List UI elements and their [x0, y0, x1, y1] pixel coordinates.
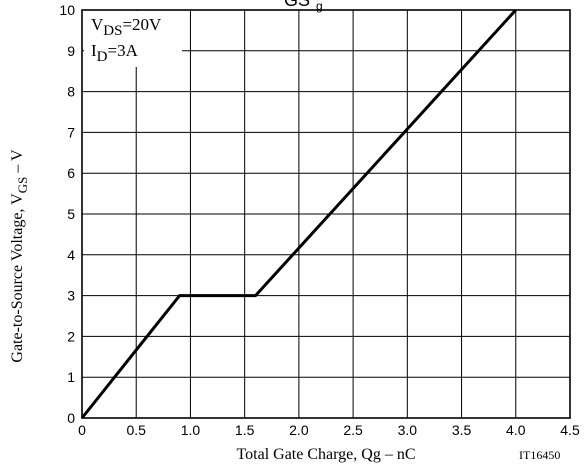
figure-code: IT16450 — [519, 448, 560, 462]
x-tick-label: 0.5 — [126, 422, 146, 438]
grid-lines — [81, 9, 571, 419]
x-tick-label: 4.5 — [560, 422, 580, 438]
x-axis-title: Total Gate Charge, Qg – nC — [237, 446, 416, 463]
series-points — [81, 9, 516, 419]
x-tick-label: 1.0 — [181, 422, 201, 438]
annotation-vds-sub: DS — [103, 23, 122, 39]
y-tick-label: 9 — [67, 43, 75, 59]
x-tick-label: 2.0 — [289, 422, 309, 438]
y-axis-title-tail: – V — [9, 149, 26, 177]
y-tick-label: 2 — [67, 328, 75, 344]
annotation-id: ID=3A — [91, 41, 139, 65]
annotation-box — [84, 11, 182, 67]
y-tick-label: 0 — [67, 410, 75, 426]
x-tick-label: 4.0 — [506, 422, 526, 438]
y-axis-title: Gate-to-Source Voltage, VGS – V — [9, 149, 30, 363]
y-tick-label: 4 — [67, 247, 75, 263]
annotation-id-sub: D — [97, 49, 108, 65]
y-tick-label: 8 — [67, 84, 75, 100]
x-tick-label: 3.5 — [452, 422, 472, 438]
y-axis-title-sub: GS — [15, 177, 30, 194]
x-tick-label: 0 — [78, 422, 86, 438]
y-axis-title-main: Gate-to-Source Voltage, V — [9, 193, 26, 363]
y-tick-label: 7 — [67, 124, 75, 140]
title-fragment: GS g — [284, 0, 323, 13]
x-tick-label: 2.5 — [343, 422, 363, 438]
y-tick-label: 1 — [67, 369, 75, 385]
y-tick-label: 3 — [67, 288, 75, 304]
title-fragment-sub: g — [316, 0, 323, 13]
title-fragment-main: GS — [284, 0, 310, 10]
series-line-vgs — [80, 8, 517, 419]
y-tick-label: 10 — [59, 2, 75, 18]
x-tick-label: 3.0 — [398, 422, 418, 438]
plot-frame — [81, 9, 571, 419]
x-tick-label: 1.5 — [235, 422, 255, 438]
annotation-vds-main: V — [91, 15, 104, 34]
annotation-vds-tail: =20V — [122, 15, 162, 34]
y-tick-label: 6 — [67, 165, 75, 181]
annotation-id-main: I — [91, 41, 97, 60]
y-tick-label: 5 — [67, 206, 75, 222]
annotation-id-tail: =3A — [108, 41, 139, 60]
annotation-vds: VDS=20V — [91, 15, 162, 39]
tick-labels: 0 0.5 1.0 1.5 2.0 2.5 3.0 3.5 4.0 4.5 0 1 2 3 4 5 6 7 8 9 10 — [59, 2, 580, 438]
